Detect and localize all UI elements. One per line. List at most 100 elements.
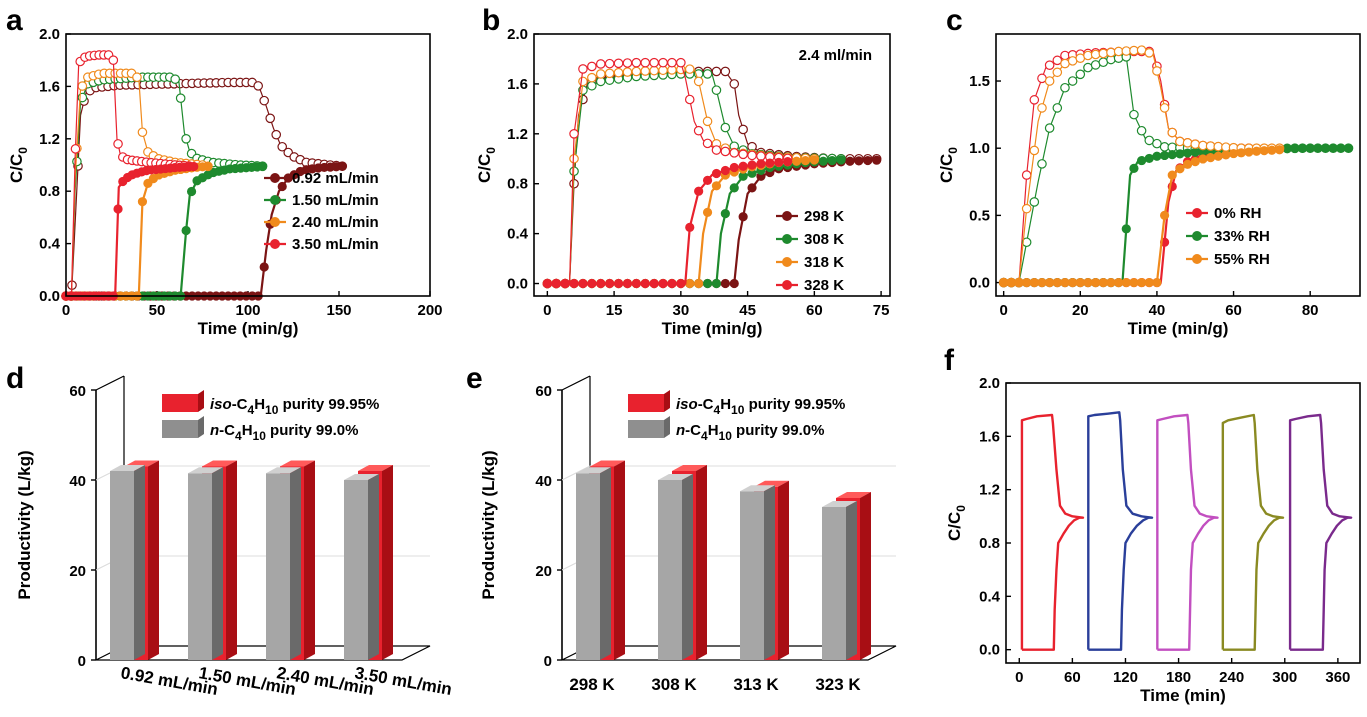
data-point bbox=[1313, 143, 1323, 153]
x-axis-label: Time (min/g) bbox=[662, 319, 763, 338]
data-point bbox=[1213, 151, 1223, 161]
data-point bbox=[1336, 143, 1346, 153]
data-point bbox=[631, 57, 642, 68]
data-point bbox=[132, 72, 142, 83]
bar-iso-top bbox=[836, 492, 871, 498]
legend-label: 0% RH bbox=[1214, 205, 1262, 222]
y-axis-label: C/C0 bbox=[945, 505, 968, 541]
data-point bbox=[685, 222, 695, 232]
data-point bbox=[667, 57, 677, 68]
data-point bbox=[1083, 50, 1093, 61]
data-point bbox=[578, 278, 588, 289]
data-point bbox=[711, 181, 722, 191]
bar-iso-side bbox=[148, 460, 159, 660]
legend-label: iso-C4H10 purity 99.95% bbox=[676, 396, 845, 417]
bar-n-side bbox=[600, 467, 611, 660]
data-point bbox=[1060, 82, 1070, 93]
data-point bbox=[783, 157, 793, 167]
legend-label: 2.40 mL/min bbox=[292, 214, 379, 231]
x-tick-label: 0 bbox=[1015, 669, 1023, 686]
data-point bbox=[578, 64, 588, 74]
data-point bbox=[1029, 197, 1040, 207]
legend-marker bbox=[782, 211, 792, 221]
y-tick-label: 0.4 bbox=[507, 226, 529, 243]
series-line bbox=[66, 76, 267, 297]
data-point bbox=[711, 66, 722, 77]
x-axis-label: Time (min) bbox=[1140, 686, 1226, 705]
y-tick-label: 0.4 bbox=[39, 236, 61, 253]
y-tick-label: 0.5 bbox=[969, 207, 990, 224]
data-point bbox=[613, 58, 624, 69]
y-tick-label: 1.0 bbox=[969, 140, 990, 157]
data-point bbox=[702, 138, 713, 149]
data-point bbox=[702, 207, 713, 218]
data-point bbox=[72, 156, 82, 167]
data-point bbox=[569, 153, 579, 164]
data-point bbox=[113, 139, 123, 149]
data-point bbox=[720, 66, 731, 77]
data-point bbox=[729, 79, 740, 89]
data-point bbox=[1152, 151, 1162, 161]
legend-label: n-C4H10 purity 99.0% bbox=[676, 422, 824, 443]
data-point bbox=[1205, 153, 1216, 163]
data-point bbox=[693, 125, 704, 136]
series-line bbox=[66, 81, 345, 297]
category-label: 298 K bbox=[569, 675, 615, 694]
legend-label: 55% RH bbox=[1214, 251, 1270, 268]
legend-label: iso-C4H10 purity 99.95% bbox=[210, 396, 379, 417]
data-point bbox=[1075, 69, 1086, 80]
data-point bbox=[729, 278, 739, 289]
data-point bbox=[1052, 67, 1063, 78]
x-tick-label: 200 bbox=[417, 302, 442, 319]
data-point bbox=[1182, 148, 1193, 158]
data-point bbox=[1159, 150, 1170, 161]
data-point bbox=[1098, 48, 1109, 59]
data-point bbox=[1121, 224, 1131, 234]
x-tick-label: 15 bbox=[606, 302, 623, 319]
data-point bbox=[622, 67, 633, 77]
data-point bbox=[259, 262, 269, 272]
data-point bbox=[186, 186, 197, 197]
data-point bbox=[277, 141, 288, 152]
legend-swatch bbox=[162, 394, 198, 412]
legend-marker bbox=[782, 280, 792, 290]
data-point bbox=[622, 58, 633, 68]
y-tick-label: 0.4 bbox=[979, 588, 1001, 605]
legend-label: 318 K bbox=[804, 254, 844, 271]
data-point bbox=[1175, 149, 1185, 159]
legend-marker bbox=[1192, 254, 1202, 264]
panel-letter-f: f bbox=[944, 344, 955, 377]
y-axis-label: C/C0 bbox=[475, 147, 498, 183]
data-point bbox=[818, 156, 828, 166]
data-point bbox=[711, 168, 722, 179]
y-tick-label: 0.8 bbox=[507, 176, 528, 193]
series-3 bbox=[61, 50, 199, 301]
series-line bbox=[66, 165, 267, 298]
x-tick-label: 0 bbox=[62, 302, 70, 319]
x-tick-label: 120 bbox=[1113, 669, 1138, 686]
svg-text:C/C0: C/C0 bbox=[475, 147, 498, 183]
data-point bbox=[631, 278, 641, 289]
data-point bbox=[604, 68, 615, 79]
legend-marker bbox=[1192, 231, 1202, 241]
bar-iso-side bbox=[696, 465, 707, 660]
data-point bbox=[999, 277, 1009, 288]
legend-label: 298 K bbox=[804, 208, 844, 225]
x-axis-label: Time (min/g) bbox=[198, 319, 299, 338]
y-tick-label: 1.6 bbox=[979, 428, 1000, 445]
bar-n bbox=[740, 491, 764, 660]
bar-iso-top bbox=[672, 465, 707, 471]
data-point bbox=[1297, 143, 1308, 153]
data-point bbox=[542, 278, 552, 289]
data-point bbox=[1075, 277, 1085, 288]
series-1 bbox=[542, 69, 846, 289]
data-point bbox=[658, 278, 668, 289]
panel-letter-c: c bbox=[946, 4, 963, 37]
data-point bbox=[738, 124, 748, 135]
data-point bbox=[756, 159, 766, 169]
data-point bbox=[738, 212, 748, 222]
x-tick-label: 240 bbox=[1219, 669, 1244, 686]
cycle-curve-2 bbox=[1087, 411, 1154, 651]
depth-edge bbox=[95, 375, 125, 391]
data-point bbox=[1190, 139, 1201, 149]
